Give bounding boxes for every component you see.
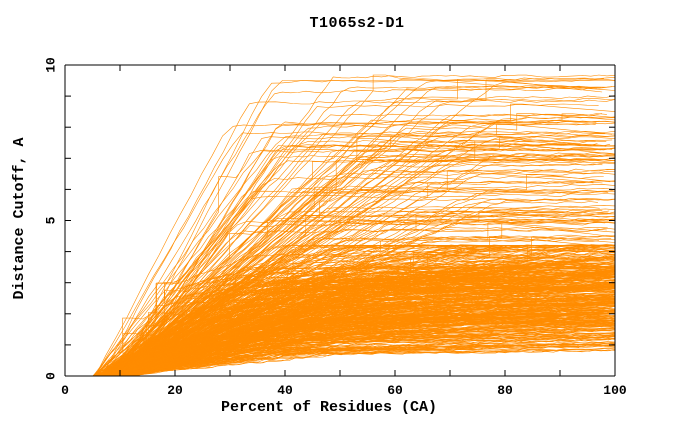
svg-text:5: 5 xyxy=(43,216,58,224)
svg-text:0: 0 xyxy=(43,372,58,380)
svg-text:60: 60 xyxy=(387,383,403,398)
svg-text:20: 20 xyxy=(167,383,183,398)
svg-text:10: 10 xyxy=(43,57,58,73)
svg-text:40: 40 xyxy=(277,383,293,398)
svg-text:100: 100 xyxy=(603,383,627,398)
svg-text:80: 80 xyxy=(497,383,513,398)
svg-text:0: 0 xyxy=(61,383,69,398)
